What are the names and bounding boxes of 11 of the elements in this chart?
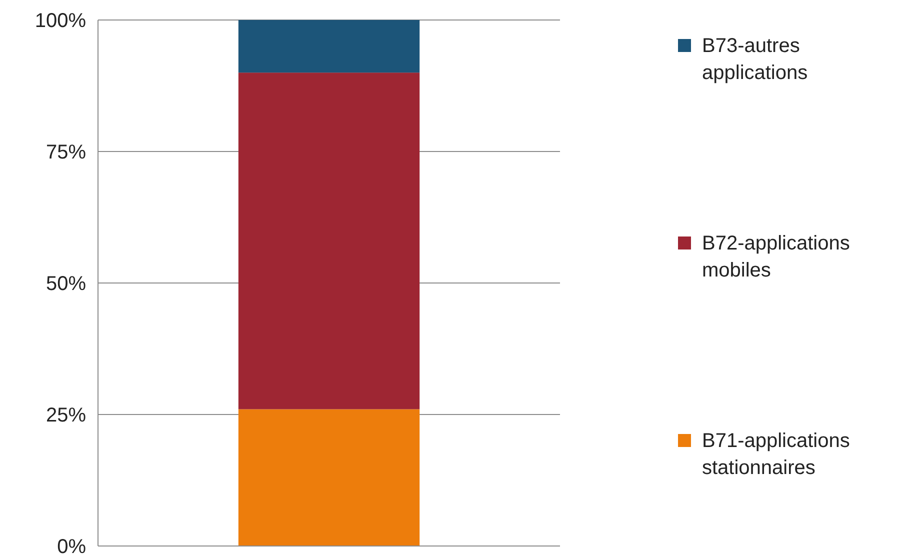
legend-label: B71-applications stationnaires bbox=[702, 430, 850, 479]
y-tick-label: 25% bbox=[46, 404, 86, 426]
y-tick-label: 100% bbox=[34, 10, 86, 32]
bar bbox=[238, 72, 420, 410]
y-tick-label: 0% bbox=[57, 536, 86, 558]
bar bbox=[238, 20, 420, 73]
y-tick-label: 50% bbox=[46, 273, 86, 295]
legend-label: B72-applications mobiles bbox=[702, 232, 850, 282]
legend-label: B73-autres applications bbox=[702, 35, 808, 84]
bar bbox=[238, 409, 420, 546]
y-tick-label: 75% bbox=[46, 142, 86, 164]
